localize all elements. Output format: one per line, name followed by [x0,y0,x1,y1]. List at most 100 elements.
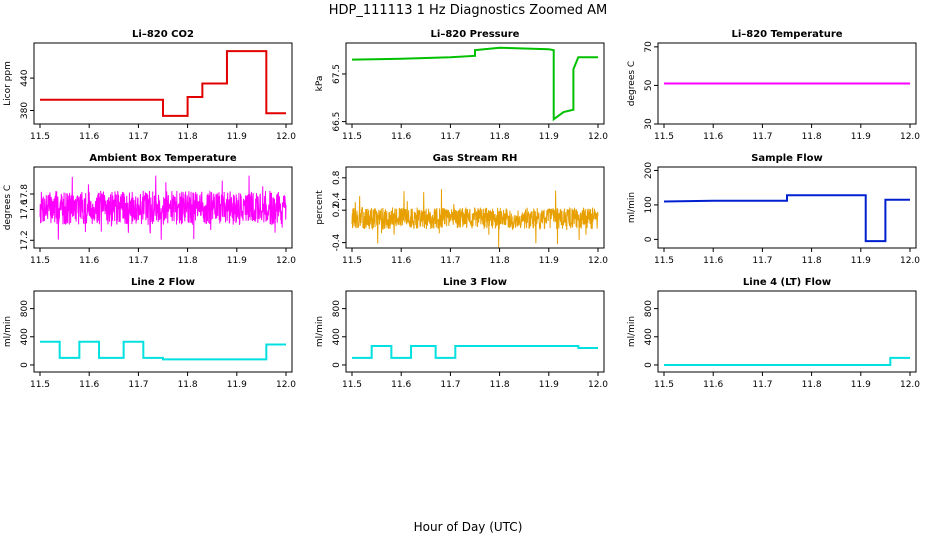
x-tick-label: 11.7 [128,380,148,390]
x-tick-label: 12.0 [900,380,920,390]
x-tick-label: 11.8 [178,132,198,142]
panel-title: Ambient Box Temperature [89,153,236,164]
x-tick-label: 11.5 [30,256,50,266]
y-axis-label: ml/min [315,316,325,347]
x-tick-label: 12.0 [588,380,608,390]
panel-3: Li–820 Temperature 11.5 11.6 11.7 11.8 11.9 12… [627,29,920,142]
plot-frame [657,290,917,373]
x-tick-label: 11.6 [391,132,411,142]
panel-title: Li–820 CO2 [132,29,194,40]
y-axis-label: kPa [315,76,325,92]
panel-8: Line 3 Flow 11.5 11.6 11.7 11.8 11.9 12.0 0 400 8… [315,277,608,390]
y-tick-label: 400 [332,328,342,345]
x-tick-label: 11.5 [654,380,674,390]
panel-6: Sample Flow 11.5 11.6 11.7 11.8 11.9 12.0 0 100 2… [627,153,920,266]
y-tick-label: 440 [20,69,30,86]
panel-title: Sample Flow [751,153,823,164]
x-tick-label: 11.9 [539,132,559,142]
y-tick-label: 67.5 [332,64,342,84]
y-tick-label: -0.4 [332,234,342,252]
series-line [351,46,598,122]
x-tick-label: 11.8 [490,256,510,266]
plot-frame [33,42,293,125]
x-tick-label: 11.5 [342,132,362,142]
x-tick-label: 11.9 [539,380,559,390]
panel-1: Li–820 CO2 11.5 11.6 11.7 11.8 11.9 12.0 380 440… [3,29,296,142]
x-tick-label: 12.0 [276,132,296,142]
x-tick-label: 11.7 [752,132,772,142]
y-tick-label: 17.2 [20,230,30,250]
x-tick-label: 11.5 [30,132,50,142]
x-tick-label: 11.6 [703,380,723,390]
y-tick-label: 17.6 [20,199,30,219]
series-line [352,344,598,359]
figure-title: HDP_111113 1 Hz Diagnostics Zoomed AM [329,3,608,18]
x-tick-label: 11.9 [227,380,247,390]
x-tick-label: 12.0 [276,380,296,390]
x-tick-label: 11.6 [79,256,99,266]
x-tick-label: 12.0 [900,132,920,142]
x-tick-label: 12.0 [276,256,296,266]
y-tick-label: 70 [644,41,654,53]
y-tick-label: 800 [20,300,30,317]
x-tick-label: 11.9 [851,256,871,266]
x-tick-label: 11.6 [703,256,723,266]
y-axis-label: ml/min [627,316,637,347]
x-tick-label: 11.5 [654,256,674,266]
y-axis-label: Licor ppm [3,61,13,106]
panel-9: Line 4 (LT) Flow 11.5 11.6 11.7 11.8 11.9 12.0… [627,277,920,390]
x-tick-label: 11.6 [703,132,723,142]
x-tick-label: 11.7 [440,132,460,142]
y-axis-label: ml/min [627,192,637,223]
x-tick-label: 12.0 [900,256,920,266]
plot-frame [657,166,917,249]
y-axis-label: percent [315,190,325,225]
x-tick-label: 12.0 [588,256,608,266]
x-tick-label: 11.8 [490,132,510,142]
plot-frame [345,290,605,373]
x-tick-label: 11.7 [440,256,460,266]
x-tick-label: 11.9 [227,132,247,142]
x-tick-label: 11.8 [178,256,198,266]
panel-title: Line 4 (LT) Flow [743,277,831,288]
y-tick-label: 17.8 [20,184,30,204]
panel-title: Line 2 Flow [131,277,195,288]
x-tick-label: 11.7 [128,132,148,142]
panel-title: Li–820 Pressure [431,29,520,40]
x-tick-label: 11.5 [342,256,362,266]
figure-x-axis-label: Hour of Day (UTC) [414,520,523,534]
series-line [664,356,910,366]
y-tick-label: 30 [644,118,654,130]
plot-frame [345,166,605,249]
y-tick-label: 800 [332,300,342,317]
panel-grid: Li–820 CO2 11.5 11.6 11.7 11.8 11.9 12.0 380 440… [3,29,920,390]
x-tick-label: 11.5 [654,132,674,142]
x-tick-label: 11.6 [79,380,99,390]
y-tick-label: 0.4 [332,192,342,207]
y-tick-label: 200 [644,162,654,179]
x-tick-label: 11.6 [391,380,411,390]
x-tick-label: 12.0 [588,132,608,142]
x-tick-label: 11.9 [227,256,247,266]
y-tick-label: 100 [644,196,654,213]
y-tick-label: 0 [20,362,30,368]
series-line [351,188,599,248]
panel-2: Li–820 Pressure 11.5 11.6 11.7 11.8 11.9 12.0 6… [315,29,608,142]
panel-5: Gas Stream RH 11.5 11.6 11.7 11.8 11.9 12.0 -0.… [315,153,608,266]
y-tick-label: 0 [644,236,654,242]
x-tick-label: 11.7 [752,380,772,390]
y-tick-label: 0.8 [332,170,342,185]
x-tick-label: 11.6 [391,256,411,266]
y-tick-label: 0 [332,362,342,368]
series-line [40,50,286,117]
x-tick-label: 11.5 [30,380,50,390]
x-tick-label: 11.8 [490,380,510,390]
series-line [40,340,286,361]
series-line [39,175,287,240]
panel-title: Gas Stream RH [433,153,518,164]
plot-frame [345,42,605,125]
y-tick-label: 400 [644,328,654,345]
plot-frame [657,42,917,125]
x-tick-label: 11.8 [802,380,822,390]
